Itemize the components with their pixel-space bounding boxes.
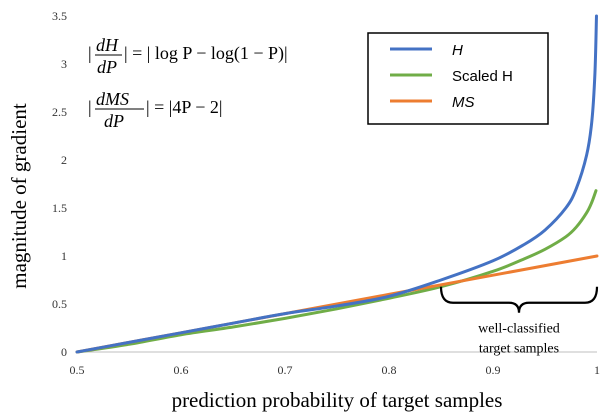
y-tick-label: 1: [61, 249, 67, 263]
x-tick-label: 0.5: [70, 363, 85, 377]
x-tick-labels: 0.5 0.6 0.7 0.8 0.9 1: [70, 363, 601, 377]
gradient-formula-h: | dH dP | = | log P − log(1 − P)|: [88, 35, 288, 77]
legend: H Scaled H MS: [367, 32, 549, 125]
y-tick-label: 0: [61, 345, 67, 359]
series-line-h: [75, 14, 598, 354]
y-tick-label: 2.5: [52, 105, 67, 119]
formula-ms-rhs: | = |4P − 2|: [146, 97, 222, 117]
formula-bar-left: |: [88, 43, 92, 63]
y-tick-label: 2: [61, 153, 67, 167]
formula-ms-numerator: dMS: [96, 89, 129, 109]
legend-label-scaled-h: Scaled H: [452, 68, 513, 85]
annotation-line-2: target samples: [479, 342, 559, 357]
y-tick-labels: 0 0.5 1 1.5 2 2.5 3 3.5: [52, 9, 67, 359]
y-tick-label: 3.5: [52, 9, 67, 23]
x-tick-label: 1: [594, 363, 600, 377]
legend-label-h: H: [452, 42, 463, 59]
x-tick-label: 0.8: [382, 363, 397, 377]
x-tick-label: 0.9: [486, 363, 501, 377]
gradient-formula-ms: | dMS dP | = |4P − 2|: [88, 89, 222, 131]
formula-ms-denominator: dP: [104, 111, 124, 131]
formula-h-denominator: dP: [97, 57, 117, 77]
series-lines: [75, 14, 599, 354]
well-classified-brace: [439, 286, 599, 313]
formula-h-numerator: dH: [96, 35, 119, 55]
x-tick-label: 0.7: [278, 363, 293, 377]
legend-label-ms: MS: [452, 94, 475, 111]
x-tick-label: 0.6: [174, 363, 189, 377]
annotation-line-1: well-classified: [478, 322, 560, 337]
y-tick-label: 1.5: [52, 201, 67, 215]
y-tick-label: 3: [61, 57, 67, 71]
x-axis-title: prediction probability of target samples: [172, 388, 503, 412]
formula-bar-left: |: [88, 97, 92, 117]
y-tick-label: 0.5: [52, 297, 67, 311]
formula-h-rhs: | = | log P − log(1 − P)|: [124, 43, 288, 64]
y-axis-title: magnitude of gradient: [7, 103, 31, 289]
